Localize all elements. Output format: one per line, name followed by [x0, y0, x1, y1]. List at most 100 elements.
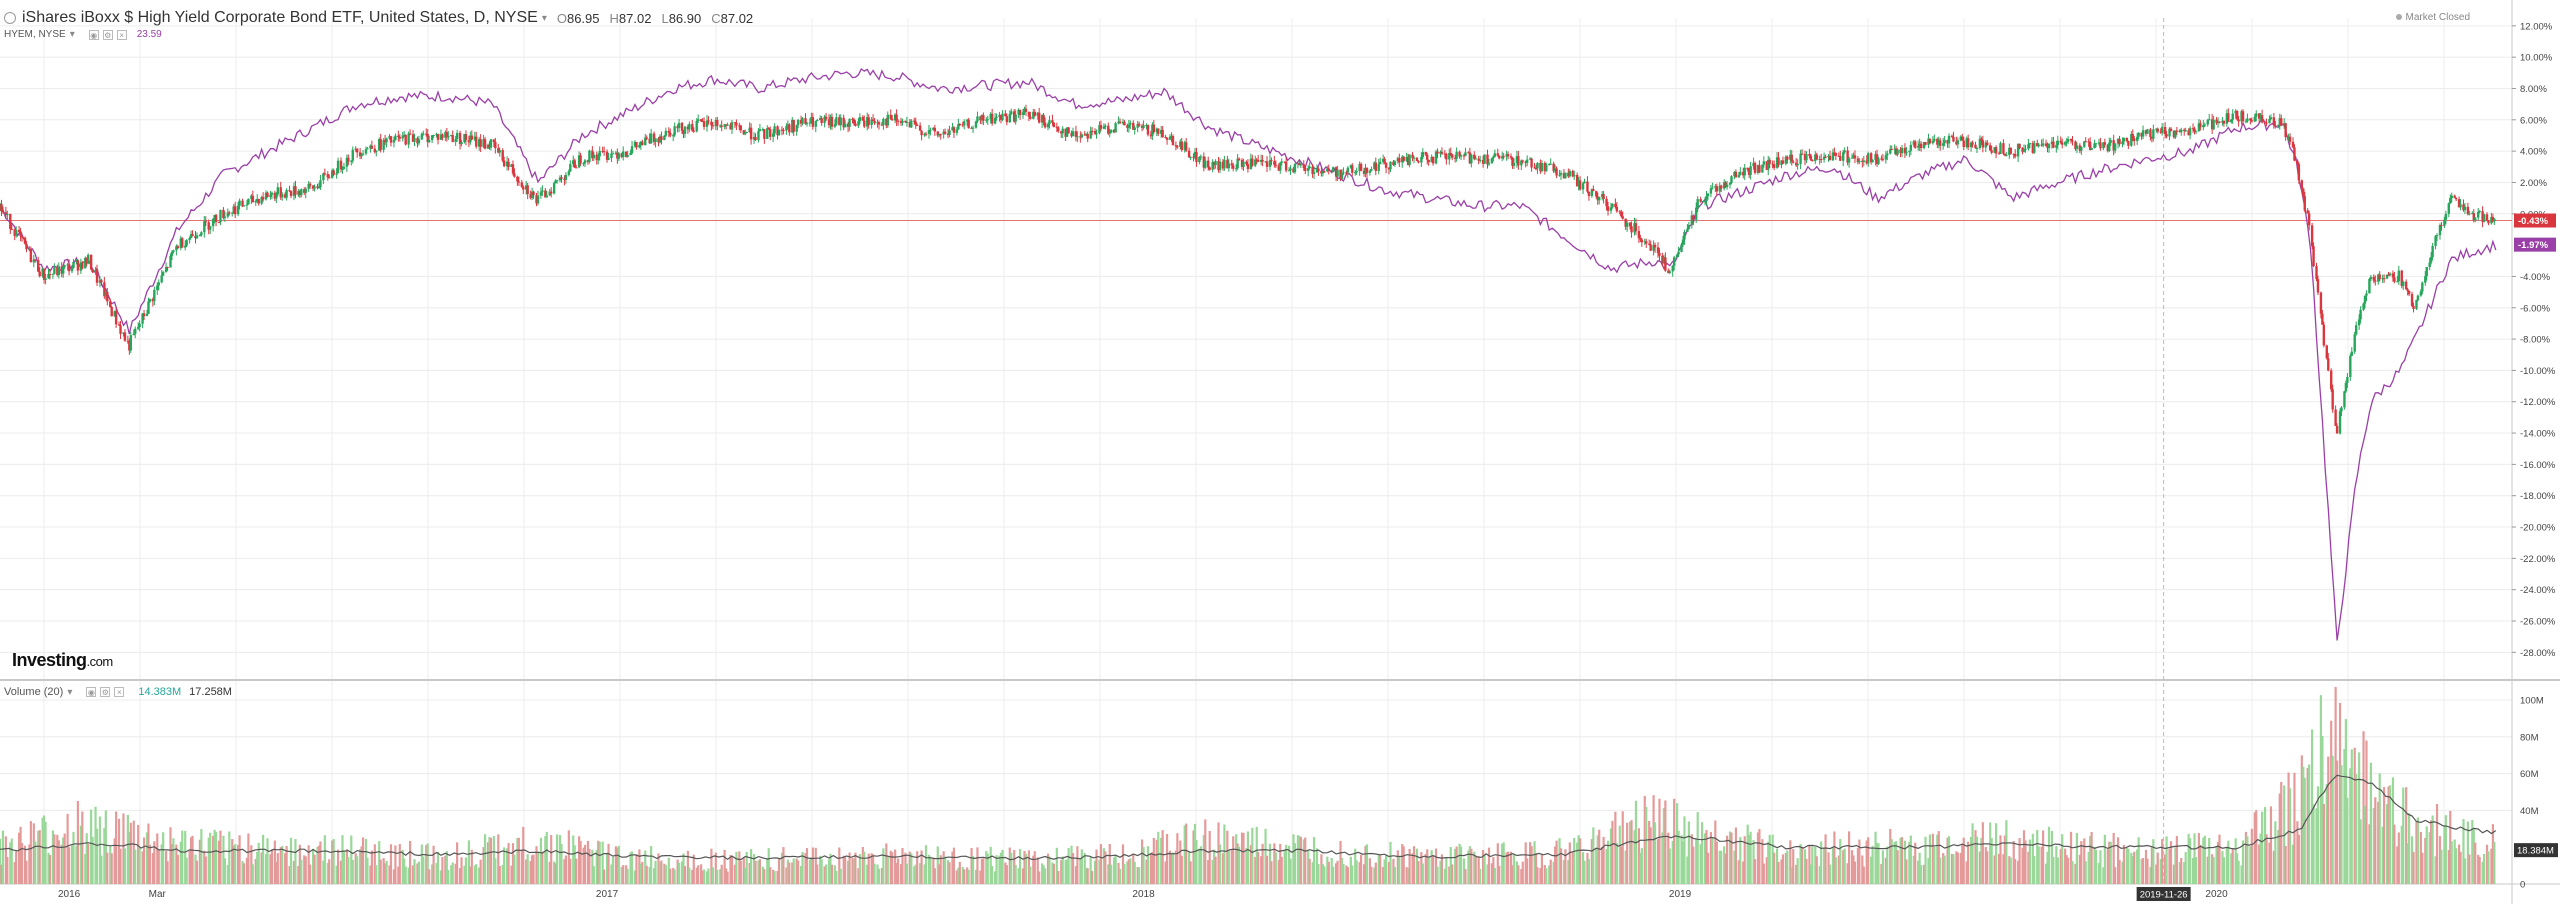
candle-body [2141, 130, 2145, 137]
volume-bar [1536, 867, 1539, 884]
candle-body [1831, 152, 1835, 161]
volume-bar [1543, 864, 1546, 884]
candle-body [1279, 162, 1282, 171]
candle-body [1055, 127, 1059, 129]
candle-body [1950, 135, 1954, 137]
volume-bar [1661, 832, 1664, 884]
candle-body [1117, 121, 1120, 124]
candle-body [2463, 206, 2467, 211]
y-tick-label: 12.00% [2520, 21, 2553, 32]
volume-bar [645, 865, 648, 884]
candle-body [918, 125, 922, 131]
chevron-down-icon[interactable]: ▾ [541, 12, 547, 24]
eye-icon[interactable]: ◉ [86, 687, 97, 697]
volume-bar [635, 854, 638, 884]
candle-body [1211, 161, 1214, 170]
volume-bar [486, 842, 490, 884]
volume-bar [1667, 832, 1670, 884]
volume-bar [281, 845, 284, 884]
volume-bar [2087, 851, 2090, 884]
volume-bar [1564, 849, 1567, 884]
chevron-down-icon[interactable]: ▾ [67, 686, 73, 698]
volume-bar [289, 837, 293, 884]
candle-body [1649, 244, 1652, 251]
volume-bar [2402, 787, 2405, 884]
volume-bar [2308, 764, 2311, 884]
volume-bar [799, 865, 803, 884]
close-icon[interactable]: × [114, 687, 125, 697]
candle-body [1559, 173, 1563, 175]
candle-body [2231, 113, 2234, 120]
settings-icon[interactable]: ⚙ [100, 687, 111, 697]
volume-bar [980, 858, 983, 884]
candle-body [42, 268, 46, 280]
volume-bar [1733, 850, 1736, 884]
candle-body [1108, 132, 1111, 134]
candle-body [1703, 201, 1707, 203]
close-icon[interactable]: × [116, 29, 127, 40]
volume-bar [513, 854, 516, 884]
candle-body [544, 190, 547, 198]
volume-bar [688, 867, 691, 884]
candle-body [1302, 164, 1305, 168]
volume-bar [497, 834, 500, 884]
candle-body [804, 118, 807, 125]
volume-bar [109, 846, 112, 884]
low-value: L86.90 [661, 10, 702, 26]
candle-body [2033, 143, 2036, 153]
candle-body [2041, 143, 2045, 146]
volume-bar [2156, 852, 2159, 884]
candle-body [801, 118, 804, 124]
candle-body [579, 155, 582, 164]
x-tick-label: 2019 [1669, 889, 1692, 900]
candle-body [2234, 110, 2237, 114]
candle-body [104, 291, 108, 297]
compare-series-line [0, 68, 2497, 641]
volume-bar [872, 854, 875, 884]
candle-body [1383, 158, 1386, 163]
candle-body [1530, 158, 1533, 168]
volume-tick-label: 40M [2520, 806, 2539, 817]
candle-body [1478, 159, 1482, 161]
volume-bar [2125, 848, 2128, 884]
volume-ma-line [0, 774, 2497, 861]
volume-bar [1280, 856, 1283, 884]
candle-body [629, 153, 632, 155]
volume-bar [607, 843, 610, 884]
candle-body [830, 116, 834, 127]
volume-bar [473, 865, 476, 884]
volume-bar [592, 866, 595, 884]
volume-bar [952, 847, 956, 884]
volume-bar [1349, 856, 1352, 884]
candle-body [502, 160, 506, 167]
volume-bar [2211, 854, 2214, 884]
volume-bar [316, 846, 319, 884]
eye-icon[interactable]: ◉ [88, 29, 99, 40]
volume-bar [686, 850, 689, 884]
candle-body [1434, 151, 1438, 164]
volume-bar [2021, 847, 2024, 884]
volume-bar [1292, 834, 1295, 884]
candle-body [1927, 138, 1930, 145]
volume-bar [32, 823, 35, 884]
volume-bar [777, 858, 781, 884]
settings-icon[interactable]: ⚙ [102, 29, 113, 40]
chevron-down-icon[interactable]: ▾ [69, 29, 75, 40]
candle-body [998, 115, 1001, 117]
volume-bar [1218, 844, 1222, 884]
volume-bar [13, 862, 16, 884]
volume-bar [1396, 850, 1399, 884]
candle-body [1334, 167, 1338, 177]
visibility-toggle-icon[interactable] [4, 12, 16, 24]
candle-body [729, 124, 732, 130]
candle-body [1183, 142, 1186, 151]
volume-bar [1917, 860, 1920, 884]
candle-body [1912, 141, 1915, 145]
volume-bar [503, 847, 506, 884]
volume-bar [1387, 862, 1391, 884]
candle-body [535, 195, 538, 204]
candle-body [66, 264, 69, 266]
volume-bar [19, 826, 22, 884]
candle-body [188, 237, 191, 241]
candle-body [620, 153, 623, 158]
